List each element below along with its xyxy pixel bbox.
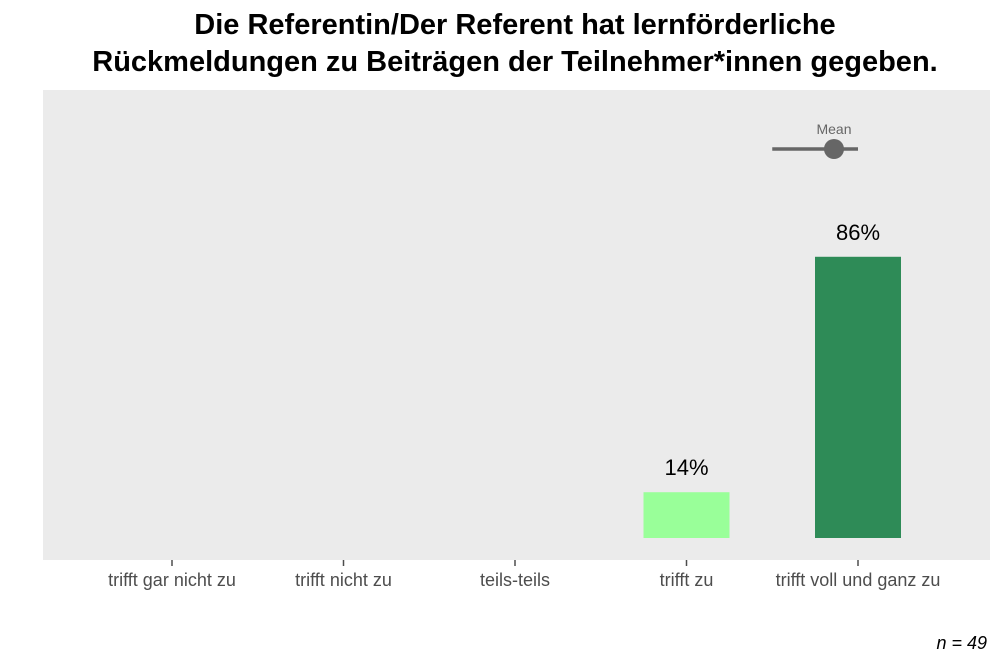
x-tick-label-4: trifft voll und ganz zu [776, 570, 941, 590]
bar-3 [643, 492, 730, 538]
mean-point [823, 139, 844, 159]
bar-4 [815, 256, 901, 538]
mean-indicator: Mean [772, 121, 858, 159]
bar-value-label-3: 14% [664, 455, 708, 480]
chart-title-line-2: Rückmeldungen zu Beiträgen der Teilnehme… [92, 46, 937, 78]
x-tick-label-3: trifft zu [660, 570, 714, 590]
bars-group: 14% 86% [643, 220, 901, 538]
chart-title-line-1: Die Referentin/Der Referent hat lernförd… [194, 9, 835, 41]
bar-value-label-4: 86% [836, 220, 880, 245]
x-tick-label-0: trifft gar nicht zu [108, 570, 236, 590]
mean-label: Mean [816, 121, 851, 137]
x-tick-label-2: teils-teils [480, 570, 550, 590]
x-tick-label-1: trifft nicht zu [295, 570, 392, 590]
sample-size-note: n = 49 [936, 633, 987, 653]
x-axis: trifft gar nicht zu trifft nicht zu teils-… [108, 560, 940, 590]
